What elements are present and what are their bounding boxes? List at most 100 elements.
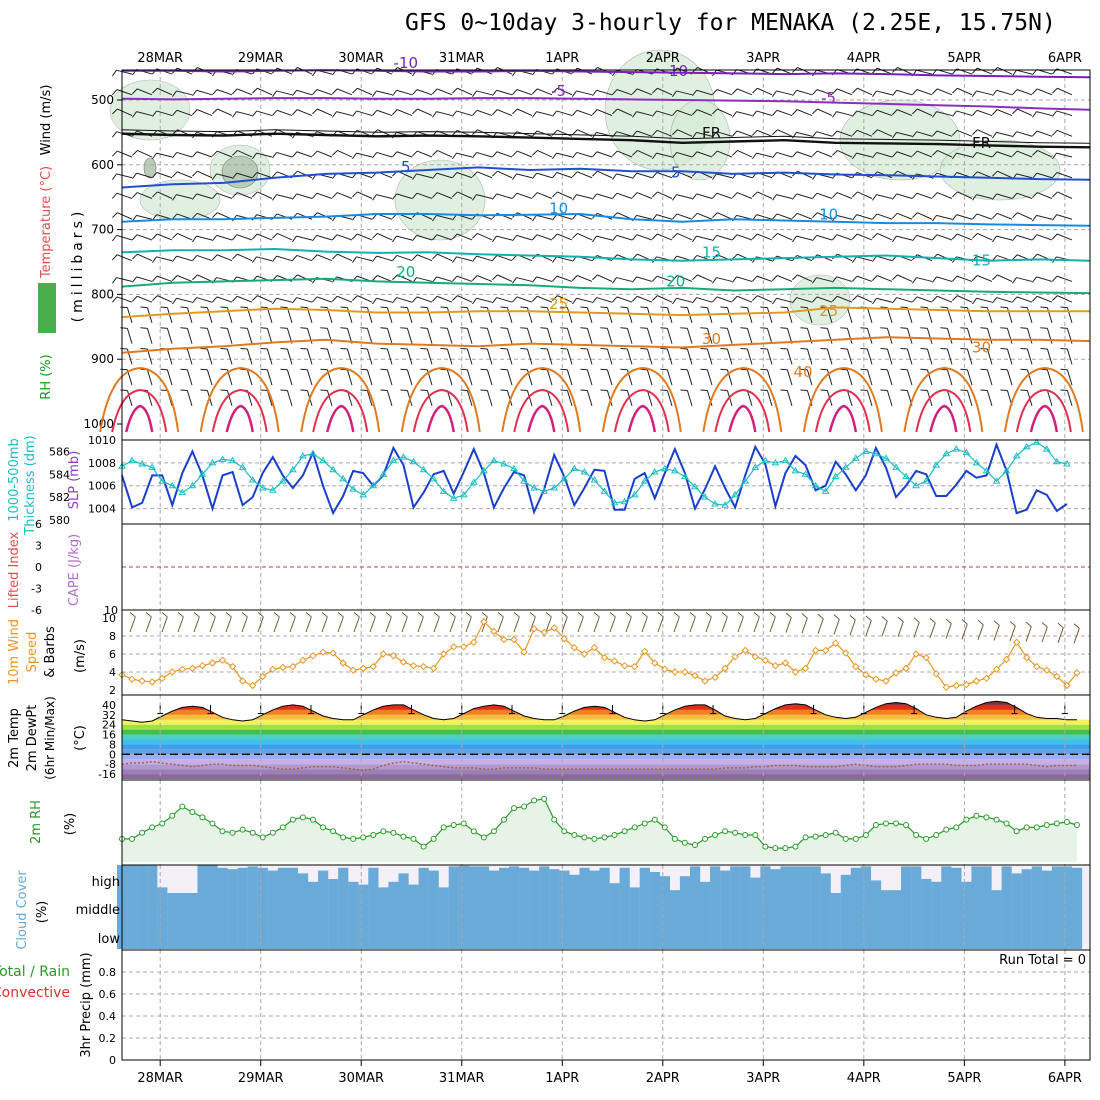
wind-barb-staff	[596, 235, 613, 241]
wind-barb-staff	[666, 390, 673, 406]
wind-barb-feather	[220, 348, 228, 350]
rh-marker	[631, 824, 638, 831]
cloud-bar-middle	[689, 893, 701, 921]
wind-barb-feather	[600, 368, 608, 371]
wind-barb-staff	[926, 328, 933, 344]
wind-barb-staff	[206, 348, 213, 365]
wind-barb-staff	[256, 110, 273, 117]
wind-barb-staff	[686, 390, 693, 406]
wind-barb-feather	[240, 327, 248, 329]
wind-barb-feather	[480, 389, 488, 392]
temperature-band	[122, 754, 1090, 760]
wind-barb-feather	[740, 327, 748, 329]
wind-barb-feather	[1073, 623, 1080, 629]
wind-barb-staff	[126, 307, 133, 324]
wind-barb-feather	[872, 90, 877, 97]
wind-barb-feather	[812, 173, 817, 180]
wind-barb-feather	[160, 389, 168, 392]
wind-barb-staff	[766, 328, 773, 344]
wind-barb-staff	[1057, 191, 1073, 199]
wind-barb-staff	[296, 254, 313, 262]
temperature-band	[122, 734, 1090, 740]
wind-barb-feather	[700, 306, 708, 309]
rh-marker	[410, 835, 417, 842]
wind-barb-feather	[311, 235, 318, 242]
wind-barb-feather	[132, 111, 137, 118]
wind-barb-feather	[720, 389, 728, 392]
wind-barb-feather	[752, 191, 758, 198]
cloud-bar-low	[971, 921, 982, 949]
wind-speed-marker	[520, 648, 528, 656]
wind-speed-marker	[439, 650, 448, 658]
thickness-marker	[640, 477, 649, 484]
wind-barb-staff	[886, 369, 893, 386]
cloud-bar-high	[378, 887, 389, 893]
wind-barb-staff	[316, 296, 333, 303]
wind-barb-feather	[951, 275, 958, 282]
wind-barb-staff	[696, 131, 713, 137]
warm-contour-45	[326, 404, 355, 433]
cloud-bar-high	[901, 866, 912, 893]
wind-barb-feather	[140, 306, 148, 309]
wind-barb-feather	[152, 295, 158, 301]
wind-barb-feather	[412, 108, 418, 115]
wind-barb-staff	[996, 193, 1013, 199]
thickness-marker	[821, 487, 830, 494]
precip-tick-label: 0.2	[99, 1032, 117, 1045]
temperature-line	[121, 700, 1077, 723]
wind-barb-staff	[617, 108, 633, 117]
wind-barb-feather	[872, 233, 878, 239]
warm-contour-35	[802, 366, 883, 433]
wind-barb-staff	[676, 151, 693, 158]
wind-barb-feather	[631, 234, 638, 241]
wind-barb-feather	[1012, 212, 1018, 218]
wind-barb-feather	[111, 89, 118, 96]
wind-barb-staff	[557, 295, 573, 303]
wind-barb-feather	[231, 234, 238, 241]
wind-barb-feather	[1020, 327, 1028, 329]
wind-barb-staff	[257, 295, 273, 303]
rh-marker	[320, 824, 327, 831]
wind-barb-feather	[852, 152, 857, 160]
wind-barb-feather	[480, 368, 488, 371]
wind-barb-feather	[451, 275, 458, 282]
wind-barb-feather	[831, 130, 838, 137]
wind-barb-feather	[572, 171, 578, 178]
wind-barb-staff	[996, 212, 1013, 220]
wind-barb-feather	[752, 87, 758, 94]
wind-barb-feather	[580, 306, 588, 309]
wind-barb-staff	[496, 151, 513, 158]
cloud-bar-high	[217, 867, 228, 893]
wind-barb-feather	[520, 306, 528, 309]
temp-contour-label: -5	[551, 82, 566, 100]
wind-barb-staff	[626, 348, 633, 365]
wind-barb-feather	[611, 296, 618, 303]
wind-barb-feather	[711, 235, 718, 242]
wind-barb-staff	[956, 152, 973, 158]
cloud-bar-low	[850, 921, 861, 949]
wind-barb-staff	[776, 151, 793, 158]
rh-marker	[933, 832, 940, 839]
wind-barb-staff	[416, 89, 433, 96]
wind-barb-staff	[1056, 233, 1073, 241]
wind-barb-staff	[596, 297, 613, 303]
wind-barb-feather	[692, 132, 697, 139]
wind-barb-staff	[609, 616, 616, 633]
wind-barb-feather	[680, 348, 688, 350]
wind-barb-staff	[856, 275, 873, 282]
rh-marker	[470, 828, 477, 835]
wind-barb-feather	[1040, 306, 1048, 309]
cloud-bar-low	[137, 921, 148, 949]
warm-contour-35	[199, 366, 280, 433]
wind-barb-feather	[312, 108, 318, 115]
wind-tick-label: 8	[109, 630, 116, 643]
wind-barb-staff	[637, 150, 653, 158]
wind-barb-staff	[816, 150, 833, 158]
wind-barb-staff	[556, 214, 573, 220]
wind-barb-staff	[246, 348, 253, 365]
wind-barb-feather	[732, 192, 738, 199]
rh-marker	[1063, 818, 1070, 825]
wind-barb-feather	[929, 617, 936, 624]
wind-barb-staff	[976, 151, 993, 158]
cloud-bar-middle	[800, 893, 811, 921]
